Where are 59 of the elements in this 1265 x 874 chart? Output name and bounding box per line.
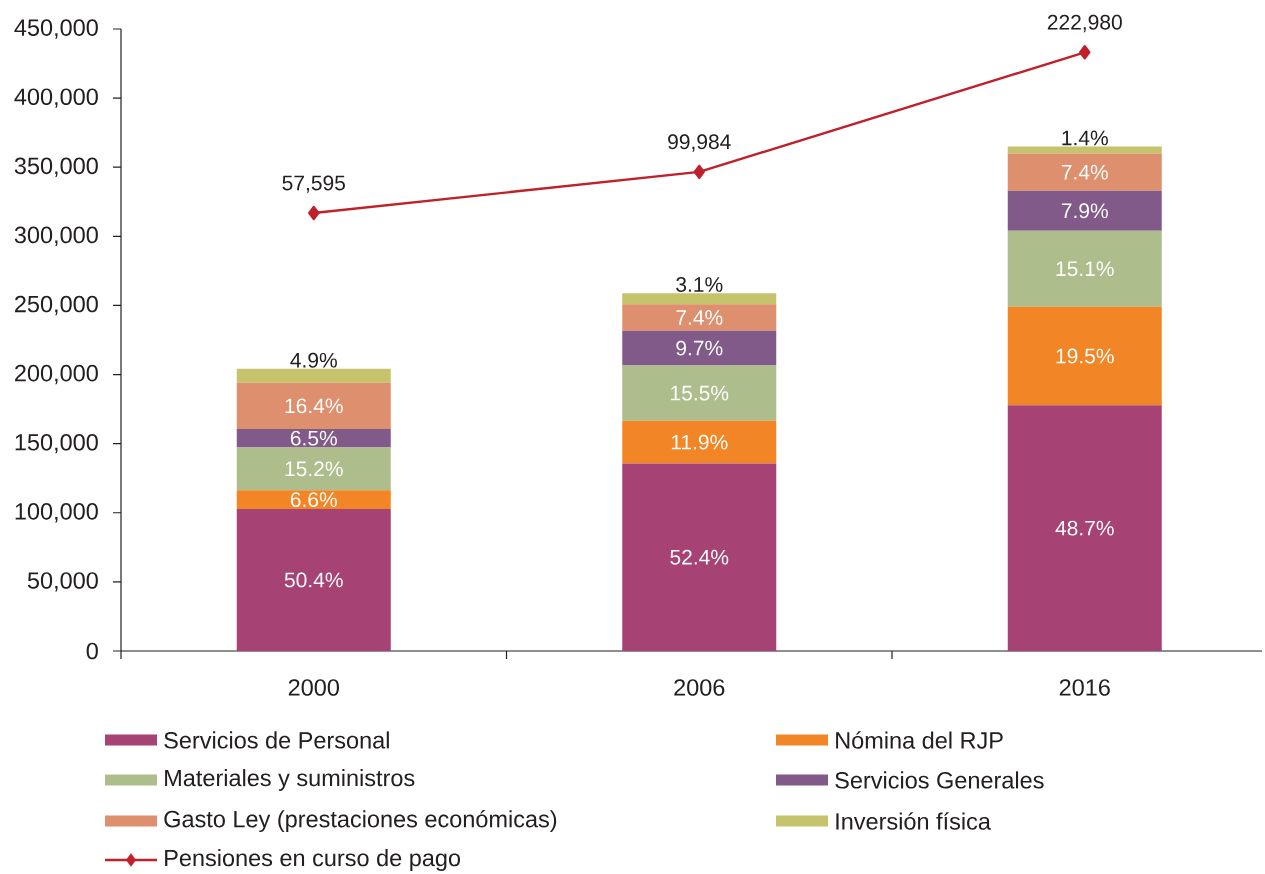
legend-label: Inversión física [836, 812, 991, 830]
y-tick-label: 400,000 [14, 88, 98, 108]
x-tick-label: 2016 [1059, 679, 1110, 696]
bar [1007, 230, 1162, 307]
y-tick-label: 350,000 [14, 157, 98, 177]
annotation: 50.4% [284, 572, 343, 588]
annotation: 7.4% [676, 310, 723, 325]
bar [1007, 405, 1162, 651]
annotation: 48.7% [1055, 520, 1114, 536]
data-label: 99,984 [668, 134, 731, 152]
annotation: 16.4% [285, 398, 343, 414]
x-tick-label: 2000 [288, 679, 339, 696]
bar [622, 304, 777, 331]
bar [1007, 153, 1162, 191]
annotation: 7.4% [1061, 164, 1108, 180]
annotation: 19.5% [1056, 348, 1114, 364]
bar [236, 490, 391, 509]
bar [622, 420, 777, 464]
bar [236, 429, 391, 448]
legend-label: Pensiones en curso de pago [165, 849, 461, 871]
legend-label: Gasto Ley (prestaciones económicas) [164, 809, 557, 833]
annotation: 15.5% [671, 385, 729, 401]
legend-label: Nómina del RJP [836, 731, 1003, 749]
annotation: 15.1% [1056, 261, 1114, 277]
bar [622, 330, 777, 366]
y-tick-label: 50,000 [27, 572, 98, 592]
annotation: 6.6% [290, 492, 337, 507]
y-tick-label: 300,000 [14, 226, 98, 247]
data-label: 57,595 [282, 175, 345, 193]
bar [1007, 190, 1162, 231]
x-tick-label: 2006 [674, 679, 725, 696]
legend-label: Materiales y suministros [165, 769, 415, 791]
annotation: 6.5% [290, 430, 337, 446]
annotation: 11.9% [671, 434, 728, 450]
annotation: 52.4% [670, 549, 729, 565]
annotation: 7.9% [1061, 203, 1108, 219]
legend-label: Servicios Generales [835, 771, 1044, 789]
bar [622, 463, 777, 651]
bar [1007, 146, 1162, 154]
bar [622, 365, 777, 421]
annotation: 9.7% [676, 340, 723, 356]
annotation: 3.1% [676, 277, 723, 292]
bar [622, 293, 777, 305]
bar [236, 447, 391, 491]
annotation: 15.2% [285, 461, 343, 477]
legend-label: Servicios de Personal [164, 731, 389, 749]
data-label: 222,980 [1047, 14, 1122, 33]
y-tick-label: 450,000 [14, 19, 98, 39]
y-tick-label: 200,000 [15, 364, 98, 385]
y-tick-label: 250,000 [15, 295, 98, 316]
y-tick-label: 150,000 [15, 433, 98, 454]
bar [236, 382, 391, 429]
y-tick-label: 100,000 [15, 503, 98, 523]
bar [1007, 306, 1162, 406]
y-tick-label: 0 [86, 642, 98, 660]
bar [236, 368, 391, 383]
annotation: 1.4% [1062, 130, 1108, 146]
bar [236, 508, 391, 651]
annotation: 4.9% [290, 352, 337, 368]
